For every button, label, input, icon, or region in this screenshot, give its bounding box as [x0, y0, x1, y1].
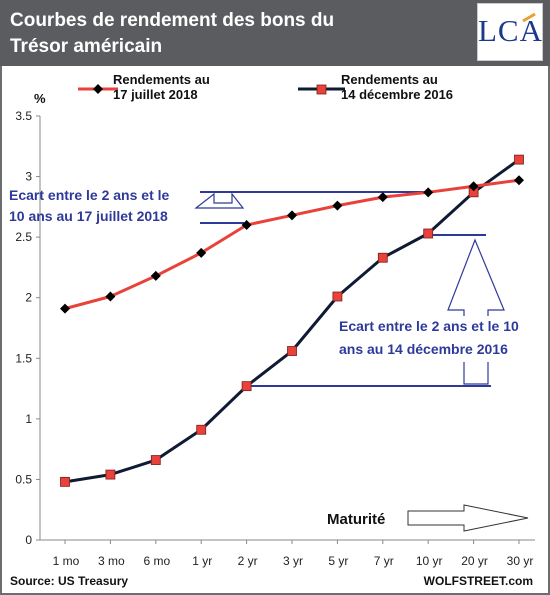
lca-logo: LCA [477, 3, 543, 61]
x-tick-label: 3 yr [283, 554, 303, 568]
x-tick-label: 3 mo [98, 554, 125, 568]
x-tick-label: 30 yr [507, 554, 534, 568]
point-2018 [196, 247, 207, 258]
annotation-2018-line1: Ecart entre le 2 ans et le [9, 187, 170, 203]
annotation-2016-bg [336, 316, 536, 362]
x-tick-label: 1 yr [192, 554, 212, 568]
annotation-2018-line2: 10 ans au 17 juillet 2018 [9, 208, 168, 224]
y-tick-label: 3.5 [15, 109, 32, 123]
y-tick-label: 1 [25, 412, 32, 426]
footer: Source: US Treasury WOLFSTREET.com [10, 574, 533, 588]
y-axis-unit-label: % [34, 91, 46, 106]
point-2018 [105, 291, 116, 302]
maturity-arrow [407, 504, 529, 532]
point-2018 [150, 270, 161, 281]
point-2016 [287, 346, 297, 356]
point-2016 [150, 455, 161, 465]
annotation-2016-line2: ans au 14 décembre 2016 [339, 341, 508, 357]
point-2018 [468, 181, 479, 192]
point-2018 [241, 220, 252, 231]
chart-header: Courbes de rendement des bons du Trésor … [0, 0, 550, 66]
x-tick-label: 10 yr [416, 554, 443, 568]
point-2018 [60, 303, 70, 314]
source-note: Source: US Treasury [10, 574, 128, 588]
annotation-2016-line1: Ecart entre le 2 ans et le 10 [339, 318, 519, 334]
x-tick-label: 1 mo [53, 554, 80, 568]
point-2018 [423, 187, 434, 198]
point-2018 [514, 175, 524, 186]
point-2018 [377, 192, 388, 203]
point-2016 [60, 476, 70, 487]
point-2016 [514, 154, 524, 165]
legend-marker-2018 [93, 84, 103, 94]
point-2016 [423, 228, 434, 239]
spread-arrow-2016 [447, 238, 505, 385]
y-tick-label: 3 [25, 170, 32, 184]
axes: 0 0.5 1 1.5 2 2.5 3 3.5% 1 mo 3 mo 6 mo 1 yr 2 yr 3 y… [15, 91, 535, 568]
point-2018 [287, 210, 297, 221]
point-2018 [332, 200, 343, 211]
legend-label-2016-line2: 14 décembre 2016 [341, 87, 453, 102]
legend-marker-2016 [316, 84, 327, 95]
logo-text: LCA [478, 13, 543, 48]
legend-label-2018-line2: 17 juillet 2018 [113, 87, 198, 102]
spread-arrow-2018 [194, 192, 245, 209]
chart-title-line1: Courbes de rendement des bons du [10, 10, 335, 31]
legend-label-2016-line1: Rendements au [341, 72, 438, 87]
chart-border [0, 66, 550, 595]
x-tick-label: 5 yr [328, 554, 348, 568]
credit-note: WOLFSTREET.com [424, 574, 533, 588]
y-tick-label: 2 [25, 291, 32, 305]
legend-label-2018-line1: Rendements au [113, 72, 210, 87]
point-2016 [377, 252, 388, 263]
y-tick-label: 0.5 [15, 472, 32, 486]
y-tick-label: 1.5 [15, 351, 32, 365]
x-tick-label: 6 mo [143, 554, 170, 568]
point-2016 [105, 469, 116, 480]
x-tick-label: 20 yr [461, 554, 488, 568]
point-2016 [196, 424, 207, 435]
annotations: Ecart entre le 2 ans et le 10 ans au 17 j… [9, 187, 536, 387]
x-tick-label: 2 yr [238, 554, 258, 568]
point-2016 [241, 381, 252, 392]
chart-title-line2: Trésor américain [10, 36, 163, 57]
x-axis-title: Maturité [327, 511, 385, 528]
y-tick-label: 0 [25, 533, 32, 547]
point-2016 [332, 291, 343, 302]
x-tick-label: 7 yr [374, 554, 394, 568]
chart-title: Courbes de rendement des bons du Trésor … [10, 8, 430, 60]
y-tick-label: 2.5 [15, 230, 32, 244]
series [60, 154, 524, 487]
